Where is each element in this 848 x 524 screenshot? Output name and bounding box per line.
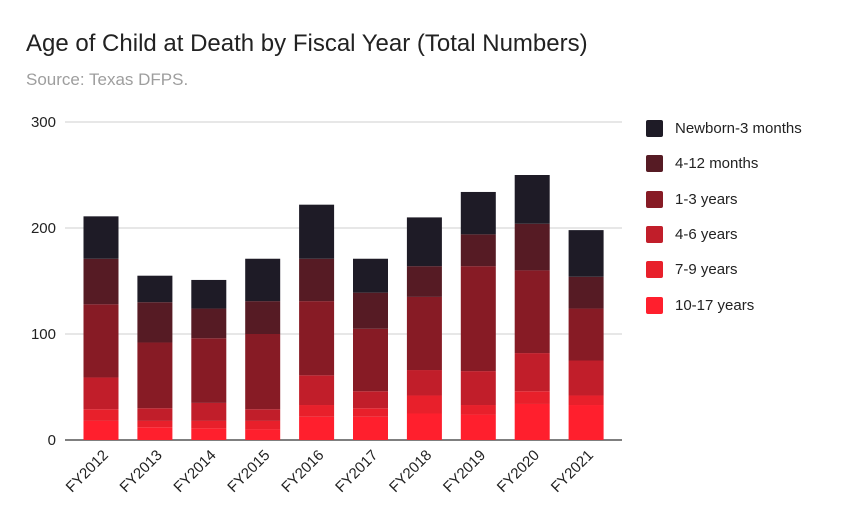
bar-segment bbox=[191, 308, 227, 339]
bar-segment bbox=[83, 216, 119, 259]
y-tick-label: 300 bbox=[31, 114, 56, 131]
bar-segment bbox=[191, 428, 227, 440]
bar-segment bbox=[406, 217, 442, 267]
bar-segment bbox=[83, 420, 119, 440]
bar-segment bbox=[568, 395, 604, 406]
legend-item: 4-6 years bbox=[646, 217, 802, 252]
bar-segment bbox=[299, 204, 335, 259]
bar-segment bbox=[406, 370, 442, 396]
bar-segment bbox=[568, 360, 604, 396]
bar-segment bbox=[353, 416, 388, 440]
bar-segment bbox=[460, 405, 496, 415]
bar-segment bbox=[83, 304, 119, 378]
bar-segment bbox=[353, 292, 388, 329]
legend-label: Newborn-3 months bbox=[675, 120, 802, 138]
legend-item: Newborn-3 months bbox=[646, 111, 802, 146]
bar-segment bbox=[406, 395, 442, 414]
legend-swatch bbox=[646, 226, 663, 244]
bar-segment bbox=[191, 420, 227, 429]
bar-segment bbox=[137, 342, 173, 409]
chart-subtitle: Source: Texas DFPS. bbox=[26, 70, 189, 89]
x-tick-label: FY2014 bbox=[170, 447, 219, 496]
legend-swatch bbox=[646, 120, 663, 138]
bar-segment bbox=[299, 405, 335, 417]
bar-segment bbox=[406, 413, 442, 440]
legend-label: 10-17 years bbox=[675, 296, 755, 314]
legend-label: 7-9 years bbox=[675, 261, 738, 279]
x-tick-label: FY2021 bbox=[548, 447, 597, 496]
bar-segment bbox=[514, 353, 550, 392]
bar-segment bbox=[137, 275, 173, 303]
bar-segment bbox=[353, 391, 388, 409]
legend-swatch bbox=[646, 155, 663, 173]
bar-segment bbox=[460, 371, 496, 406]
x-tick-label: FY2016 bbox=[278, 447, 327, 496]
legend-item: 7-9 years bbox=[646, 252, 802, 287]
bar-segment bbox=[191, 279, 227, 309]
bar-segment bbox=[245, 301, 281, 334]
bar-segment bbox=[245, 429, 281, 440]
bar-segment bbox=[568, 308, 604, 361]
bar-segment bbox=[460, 191, 496, 235]
legend-swatch bbox=[646, 296, 663, 314]
x-tick-label: FY2017 bbox=[332, 447, 381, 496]
legend-swatch bbox=[646, 190, 663, 208]
bar-segment bbox=[514, 223, 550, 271]
bar-segment bbox=[191, 338, 227, 403]
bar-segment bbox=[299, 301, 335, 376]
bar-segment bbox=[568, 405, 604, 440]
bar-segment bbox=[245, 258, 281, 302]
bar-segment bbox=[514, 175, 550, 224]
x-tick-label: FY2013 bbox=[117, 447, 166, 496]
chart-title: Age of Child at Death by Fiscal Year (To… bbox=[26, 30, 588, 57]
x-tick-label: FY2020 bbox=[494, 447, 543, 496]
legend-item: 10-17 years bbox=[646, 287, 802, 322]
x-tick-label: FY2019 bbox=[440, 447, 489, 496]
bar-segment bbox=[83, 258, 119, 305]
bar-segment bbox=[406, 296, 442, 371]
x-tick-label: FY2012 bbox=[63, 447, 112, 496]
x-tick-label: FY2018 bbox=[386, 447, 435, 496]
bar-segment bbox=[514, 391, 550, 404]
legend-label: 1-3 years bbox=[675, 190, 738, 208]
bar-segment bbox=[245, 409, 281, 421]
bar-segment bbox=[460, 234, 496, 267]
bar-segment bbox=[137, 408, 173, 421]
bar-segment bbox=[353, 328, 388, 392]
bar-segment bbox=[299, 416, 335, 440]
bar-segment bbox=[514, 403, 550, 440]
legend-label: 4-12 months bbox=[675, 155, 759, 173]
legend-label: 4-6 years bbox=[675, 226, 738, 244]
chart-legend: Newborn-3 months 4-12 months 1-3 years 4-6 … bbox=[646, 111, 802, 323]
y-tick-label: 100 bbox=[31, 326, 56, 343]
y-tick-label: 200 bbox=[31, 220, 56, 237]
bar-segment bbox=[568, 230, 604, 277]
bar-segment bbox=[514, 270, 550, 354]
legend-item: 1-3 years bbox=[646, 182, 802, 217]
bar-segment bbox=[353, 408, 388, 417]
bar-segment bbox=[83, 377, 119, 410]
bar-segment bbox=[568, 276, 604, 309]
bar-segment bbox=[245, 334, 281, 410]
bar-segment bbox=[460, 266, 496, 372]
bar-segment bbox=[299, 258, 335, 302]
bar-segment bbox=[83, 409, 119, 421]
legend-swatch bbox=[646, 261, 663, 279]
bar-segment bbox=[137, 427, 173, 440]
x-tick-label: FY2015 bbox=[224, 447, 273, 496]
bar-segment bbox=[137, 302, 173, 343]
bar-segment bbox=[460, 414, 496, 440]
bar-segment bbox=[245, 420, 281, 430]
bar-segment bbox=[299, 375, 335, 406]
bar-segment bbox=[137, 420, 173, 428]
y-tick-label: 0 bbox=[48, 432, 56, 449]
bar-segment bbox=[353, 258, 388, 293]
bar-segment bbox=[191, 402, 227, 421]
legend-item: 4-12 months bbox=[646, 146, 802, 181]
bar-segment bbox=[406, 266, 442, 297]
